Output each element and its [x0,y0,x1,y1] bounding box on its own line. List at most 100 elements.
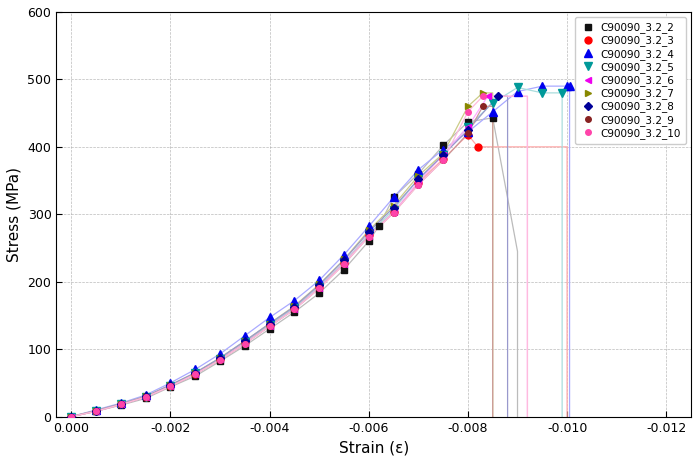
C90090_3.2_10 [364,234,373,239]
C90090_3.2_7 [315,282,323,287]
C90090_3.2_8 [439,152,447,158]
C90090_3.2_3 [142,394,150,400]
C90090_3.2_5 [67,414,75,419]
C90090_3.2_2 [414,171,422,176]
C90090_3.2_9 [216,357,224,363]
C90090_3.2_6 [241,340,249,346]
C90090_3.2_4 [389,195,398,200]
C90090_3.2_8 [290,304,299,310]
C90090_3.2_4 [439,147,447,152]
C90090_3.2_8 [463,127,472,133]
C90090_3.2_5 [315,285,323,290]
C90090_3.2_5 [364,232,373,237]
C90090_3.2_4 [414,167,422,172]
C90090_3.2_4 [513,89,521,94]
Line: C90090_3.2_4: C90090_3.2_4 [67,82,574,421]
C90090_3.2_3 [389,209,398,215]
C90090_3.2_6 [315,285,323,291]
C90090_3.2_2 [315,291,323,296]
X-axis label: Strain (ε): Strain (ε) [339,440,409,455]
C90090_3.2_2 [340,267,348,273]
C90090_3.2_6 [265,323,274,329]
C90090_3.2_3 [241,340,249,345]
C90090_3.2_9 [92,408,101,414]
C90090_3.2_6 [142,394,150,400]
C90090_3.2_8 [315,282,323,288]
Legend: C90090_3.2_2, C90090_3.2_3, C90090_3.2_4, C90090_3.2_5, C90090_3.2_6, C90090_3.2: C90090_3.2_2, C90090_3.2_3, C90090_3.2_4… [575,17,686,144]
C90090_3.2_10 [463,109,472,115]
C90090_3.2_4 [241,333,249,339]
C90090_3.2_10 [92,408,101,414]
C90090_3.2_9 [191,371,200,377]
C90090_3.2_3 [474,144,482,150]
C90090_3.2_2 [265,326,274,332]
C90090_3.2_9 [463,131,472,136]
C90090_3.2_10 [117,402,125,407]
C90090_3.2_2 [142,395,150,401]
C90090_3.2_5 [216,356,224,361]
C90090_3.2_5 [92,408,101,414]
C90090_3.2_8 [67,414,75,419]
C90090_3.2_8 [493,93,502,99]
C90090_3.2_10 [67,414,75,419]
C90090_3.2_2 [389,195,398,200]
C90090_3.2_4 [166,380,174,386]
C90090_3.2_10 [315,286,323,291]
C90090_3.2_5 [489,100,497,106]
C90090_3.2_10 [166,383,174,389]
C90090_3.2_7 [479,90,487,96]
C90090_3.2_5 [538,90,547,96]
C90090_3.2_5 [265,322,274,328]
C90090_3.2_10 [290,307,299,312]
C90090_3.2_10 [414,182,422,188]
C90090_3.2_8 [216,355,224,361]
C90090_3.2_3 [364,232,373,237]
C90090_3.2_7 [117,401,125,407]
C90090_3.2_5 [290,305,299,311]
C90090_3.2_6 [364,233,373,239]
C90090_3.2_7 [92,408,101,413]
C90090_3.2_9 [414,182,422,188]
C90090_3.2_5 [117,402,125,407]
C90090_3.2_2 [216,359,224,364]
C90090_3.2_4 [67,414,75,419]
C90090_3.2_7 [241,338,249,344]
C90090_3.2_4 [265,315,274,320]
C90090_3.2_4 [364,224,373,229]
C90090_3.2_3 [191,371,200,377]
C90090_3.2_5 [439,152,447,158]
C90090_3.2_5 [414,176,422,182]
C90090_3.2_4 [191,367,200,372]
C90090_3.2_3 [315,285,323,290]
C90090_3.2_9 [117,402,125,407]
C90090_3.2_7 [439,151,447,156]
C90090_3.2_7 [265,321,274,326]
C90090_3.2_6 [166,383,174,389]
C90090_3.2_2 [241,343,249,349]
C90090_3.2_10 [216,357,224,363]
C90090_3.2_2 [191,373,200,379]
C90090_3.2_10 [191,371,200,377]
C90090_3.2_8 [389,205,398,210]
Line: C90090_3.2_10: C90090_3.2_10 [68,93,486,419]
C90090_3.2_9 [340,261,348,267]
C90090_3.2_8 [364,229,373,235]
C90090_3.2_9 [166,383,174,389]
C90090_3.2_3 [463,132,472,138]
C90090_3.2_4 [340,252,348,257]
C90090_3.2_7 [364,228,373,233]
C90090_3.2_6 [117,402,125,407]
C90090_3.2_2 [117,402,125,408]
C90090_3.2_2 [375,224,383,229]
C90090_3.2_3 [92,408,101,414]
C90090_3.2_4 [315,278,323,283]
C90090_3.2_8 [340,257,348,263]
C90090_3.2_10 [340,261,348,267]
C90090_3.2_7 [142,394,150,399]
C90090_3.2_4 [290,298,299,304]
C90090_3.2_2 [67,414,75,419]
C90090_3.2_4 [565,83,574,89]
C90090_3.2_3 [414,180,422,185]
C90090_3.2_4 [92,407,101,413]
C90090_3.2_4 [538,83,547,89]
